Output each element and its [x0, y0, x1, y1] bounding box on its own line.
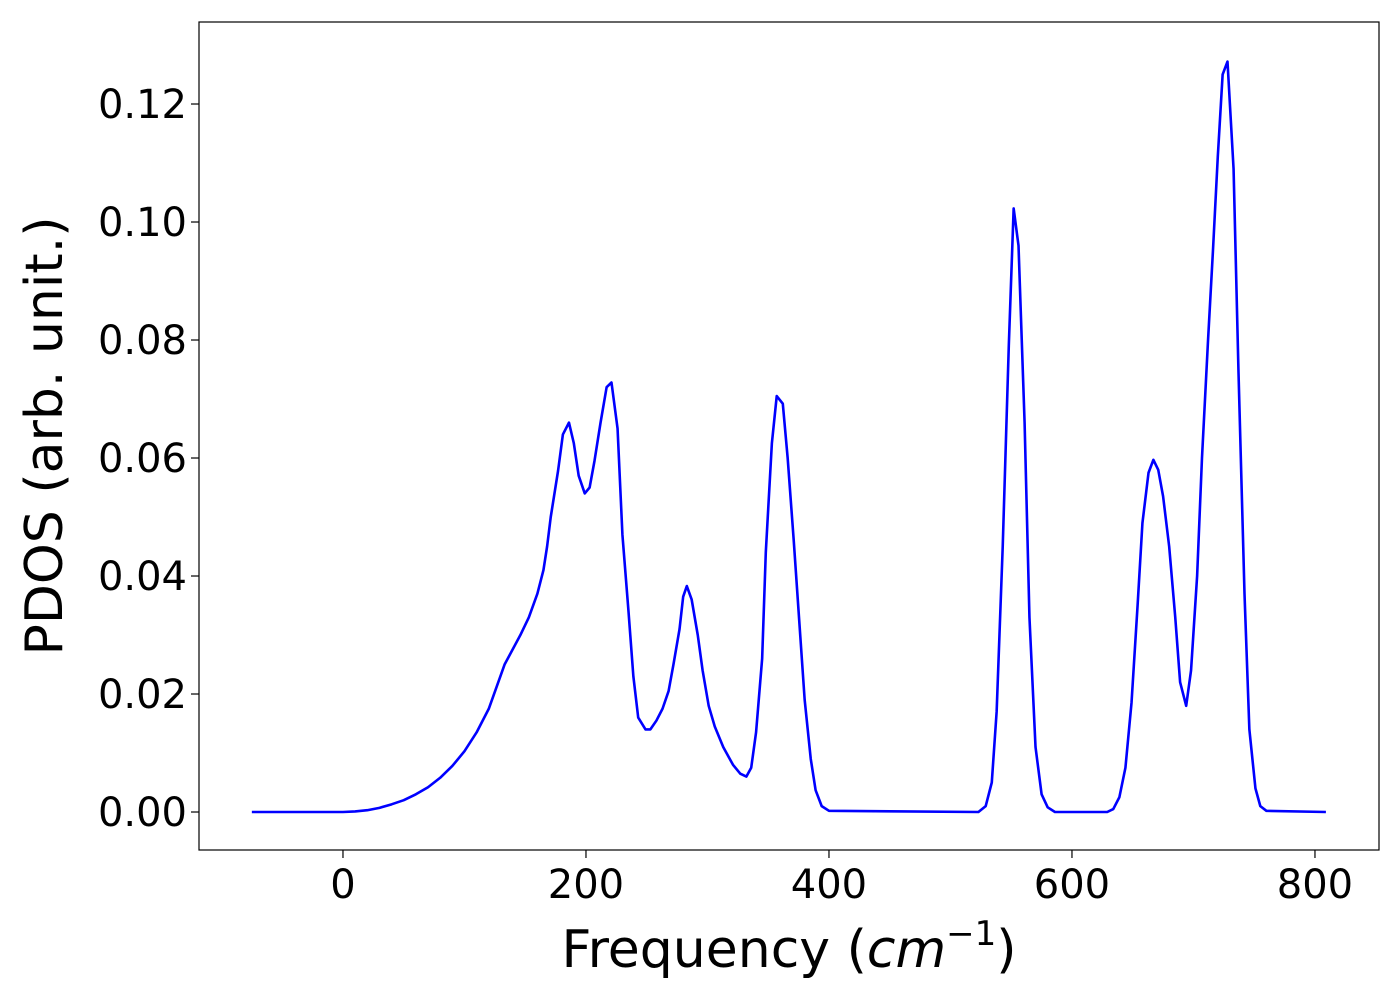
x-label-unit: cm [867, 920, 946, 980]
x-tick-label: 0 [330, 862, 355, 908]
y-tick-label: 0.02 [98, 672, 187, 718]
x-tick-label: 600 [1034, 862, 1110, 908]
y-tick-label: 0.08 [98, 318, 187, 364]
x-label-exponent: −1 [946, 914, 996, 954]
y-tick-label: 0.04 [98, 554, 187, 600]
y-tick-label: 0.06 [98, 436, 187, 482]
plot-frame [198, 21, 1380, 851]
x-axis-label: Frequency (cm−1) [561, 914, 1016, 980]
x-label-text: Frequency ( [561, 920, 866, 980]
y-tick-label: 0.00 [98, 790, 187, 836]
y-axis-label: PDOS (arb. unit.) [15, 216, 75, 655]
y-tick-label: 0.10 [98, 200, 187, 246]
data-line [251, 60, 1326, 814]
x-tick-label: 400 [791, 862, 867, 908]
y-tick-label: 0.12 [98, 82, 187, 128]
x-label-close: ) [996, 920, 1016, 980]
x-tick-label: 200 [548, 862, 624, 908]
x-tick-label: 800 [1277, 862, 1353, 908]
